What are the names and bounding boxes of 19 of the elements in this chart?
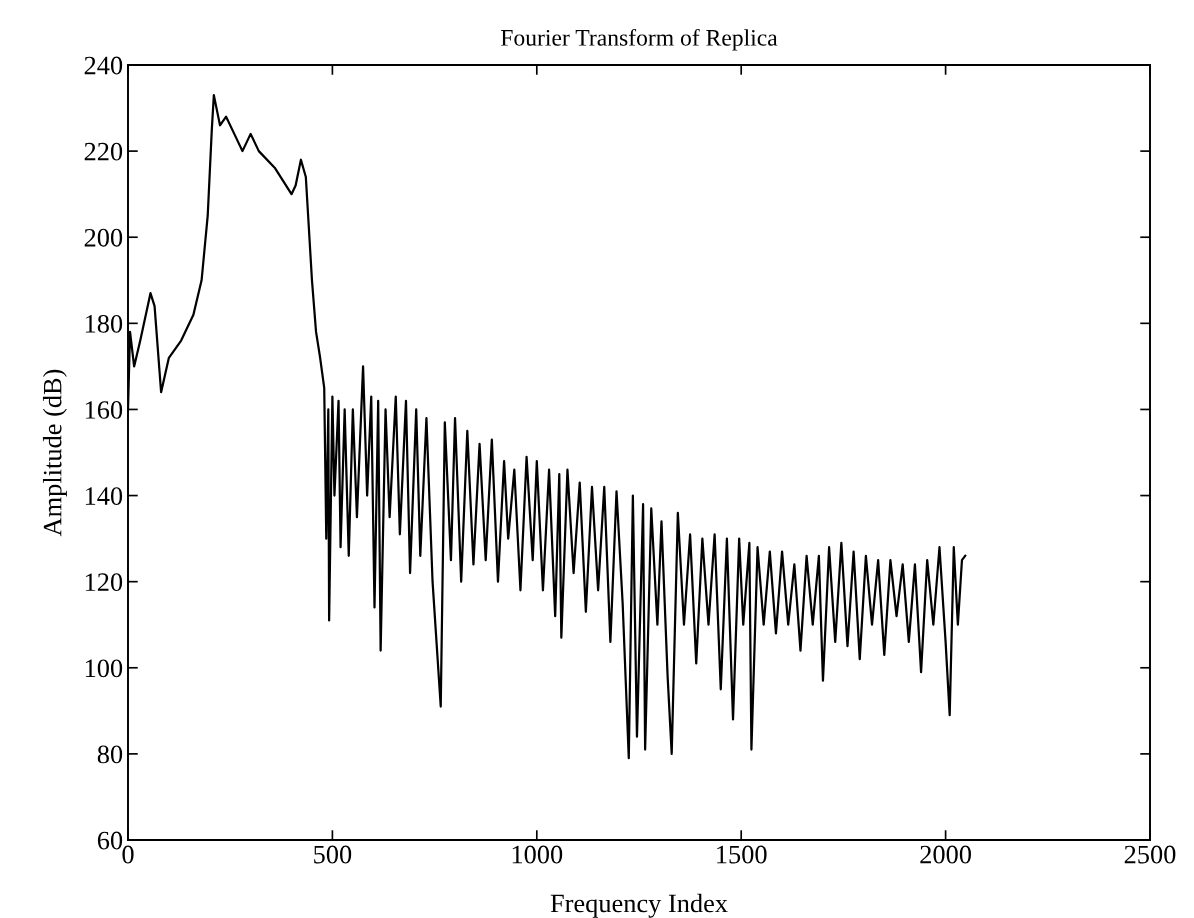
x-axis-title: Frequency Index <box>550 893 728 918</box>
y-tick-label: 240 <box>84 56 123 75</box>
y-tick-label: 60 <box>97 831 123 850</box>
y-tick-label: 160 <box>85 401 123 419</box>
x-tick-label: 2500 <box>1124 845 1176 864</box>
y-tick-label: 120 <box>85 573 123 592</box>
x-tick-label: 1500 <box>717 845 767 864</box>
x-tick-label: 500 <box>314 845 352 864</box>
y-tick-label: 100 <box>85 659 123 678</box>
x-tick-label: 2000 <box>920 845 971 864</box>
y-tick-label: 220 <box>84 142 123 161</box>
y-tick-label: 80 <box>97 745 123 764</box>
x-tick-label: 0 <box>122 845 134 864</box>
y-tick-label: 180 <box>85 314 123 333</box>
chart-title: Fourier Transform of Replica <box>500 28 778 51</box>
x-tick-label: 1000 <box>512 845 563 864</box>
y-tick-label: 200 <box>84 228 123 247</box>
y-axis-title: Amplitude (dB) <box>42 369 67 537</box>
y-tick-label: 140 <box>85 487 123 505</box>
